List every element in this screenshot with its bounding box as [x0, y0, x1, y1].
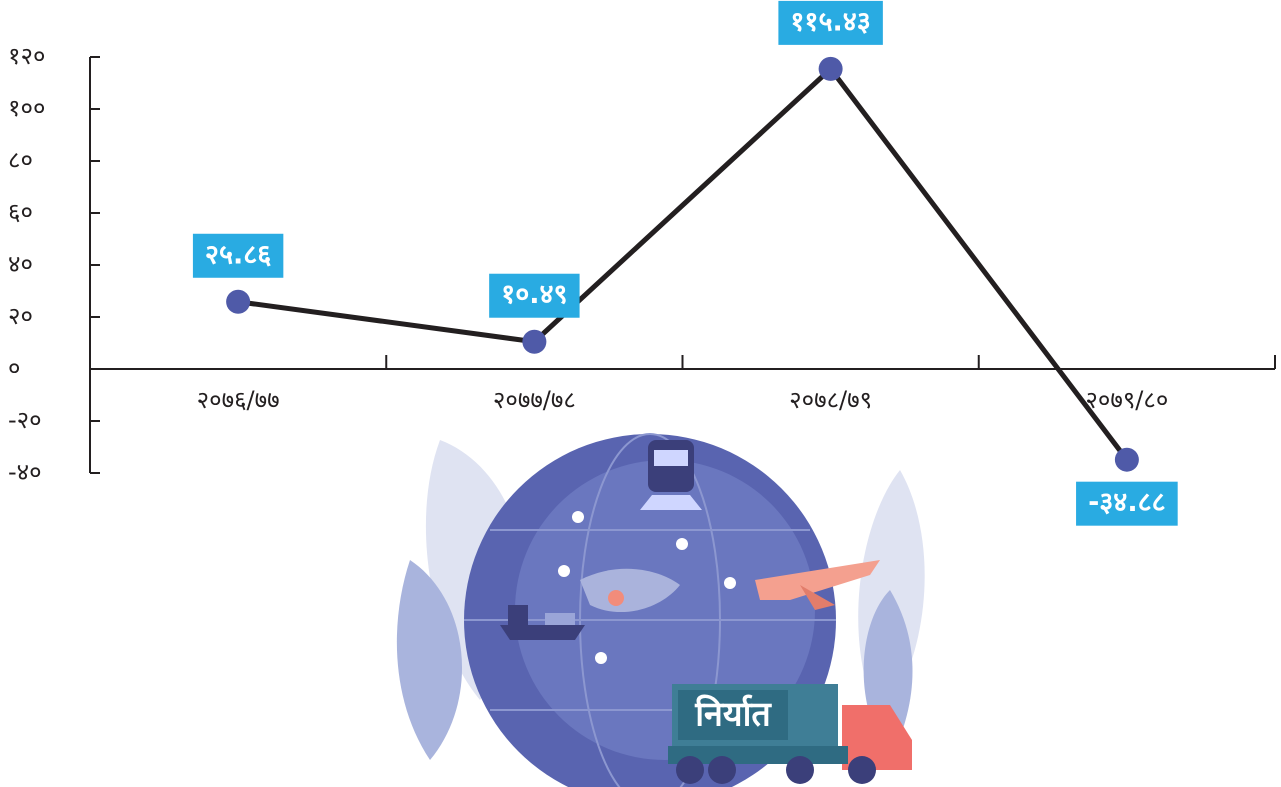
y-tick-label: ६० — [8, 198, 33, 226]
y-tick-label: १०० — [8, 94, 45, 122]
data-point — [522, 329, 547, 354]
data-point — [226, 289, 251, 314]
data-label-box — [1076, 481, 1178, 526]
x-tick-label: २०७९/८० — [1085, 386, 1168, 414]
data-label-text: २५.८६ — [205, 239, 271, 270]
data-label: -३४.८८ — [1076, 481, 1178, 526]
y-tick-label: १२० — [8, 42, 45, 70]
data-label: १०.४९ — [489, 273, 580, 318]
data-label-box — [778, 0, 883, 45]
illustration: निर्यात — [396, 433, 925, 787]
data-label: २५.८६ — [192, 233, 284, 278]
data-label: ११५.४३ — [778, 0, 883, 45]
y-tick-label: ८० — [8, 146, 33, 174]
illustration-label: निर्यात — [694, 694, 772, 735]
data-point — [818, 56, 843, 81]
x-tick-label: २०७६/७७ — [197, 386, 280, 414]
data-label-text: १०.४९ — [501, 279, 567, 310]
y-tick-label: -२० — [8, 406, 42, 434]
y-tick-label: ४० — [8, 250, 33, 278]
data-label-text: ११५.४३ — [790, 6, 870, 37]
data-line — [237, 65, 1129, 462]
x-tick-label: २०७८/७९ — [789, 386, 872, 414]
data-label-box — [192, 233, 284, 278]
y-tick-label: ० — [8, 354, 20, 382]
x-tick-label: २०७७/७८ — [493, 386, 576, 414]
data-point — [1114, 447, 1139, 472]
data-label-text: -३४.८८ — [1088, 487, 1166, 518]
data-label-box — [489, 273, 580, 318]
y-tick-label: २० — [8, 302, 33, 330]
y-tick-label: -४० — [8, 458, 42, 486]
